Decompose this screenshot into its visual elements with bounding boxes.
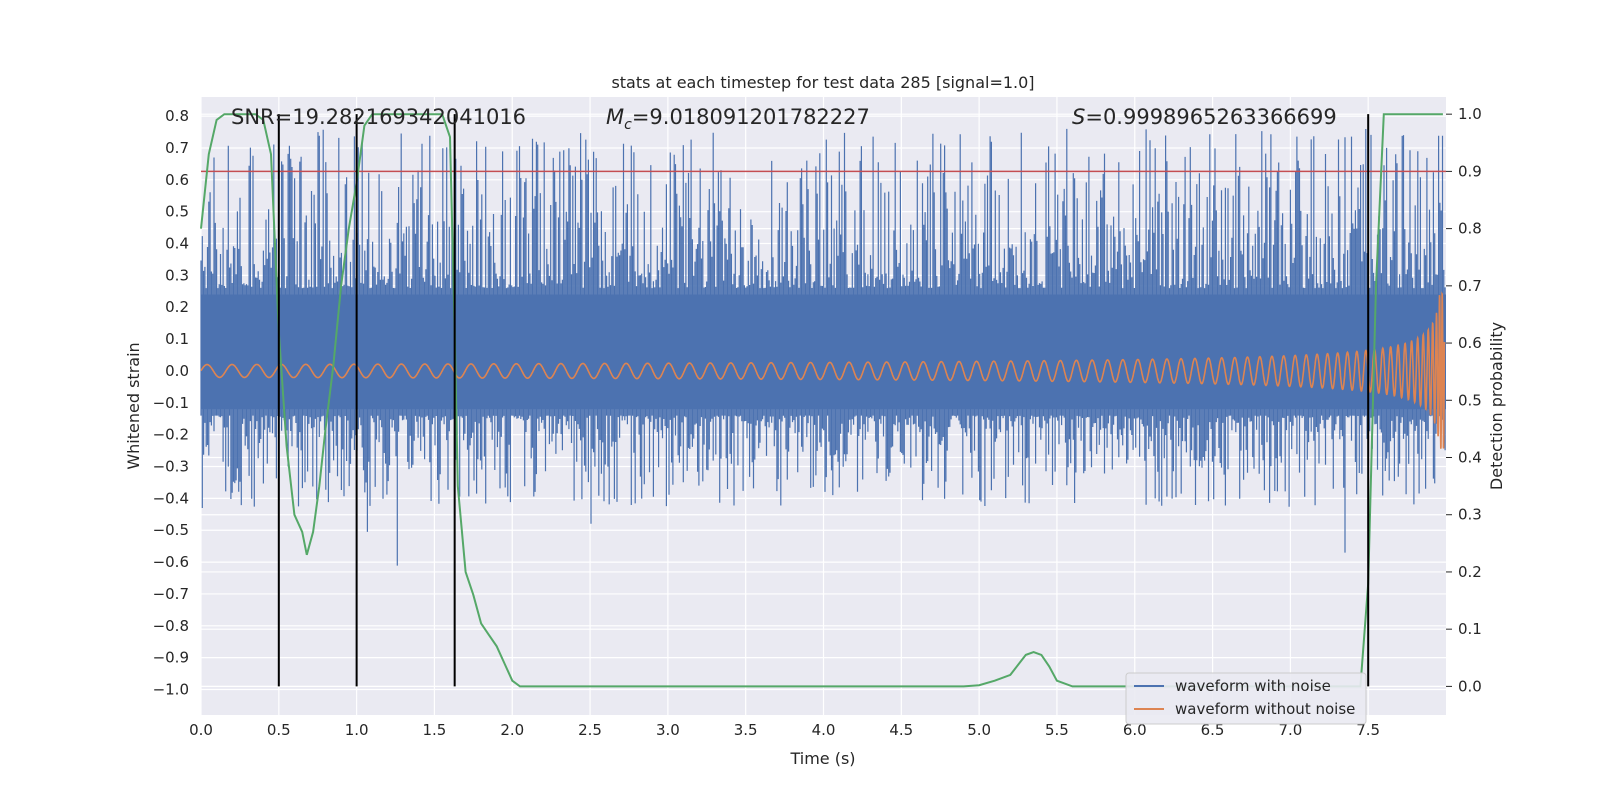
y-right-tick-label: 0.3 (1458, 506, 1482, 524)
x-tick-label: 4.0 (812, 721, 836, 739)
x-tick-label: 1.5 (423, 721, 447, 739)
y-left-tick-label: 0.0 (165, 362, 189, 380)
x-tick-label: 7.0 (1278, 721, 1302, 739)
detection-probability-line (200, 113, 1443, 688)
y-right-tick-label: 1.0 (1458, 105, 1482, 123)
y-left-tick-label: −0.5 (153, 521, 189, 539)
x-tick-label: 4.5 (889, 721, 913, 739)
x-tick-label: 5.0 (967, 721, 991, 739)
x-tick-label: 2.0 (500, 721, 524, 739)
y-right-tick-label: 0.0 (1458, 677, 1482, 695)
y-left-tick-label: 0.5 (165, 203, 189, 221)
score-annotation: S=0.9998965263366699 (1072, 105, 1337, 129)
y-left-tick-label: −0.4 (153, 489, 189, 507)
y-right-tick-label: 0.2 (1458, 563, 1482, 581)
legend: waveform with noise waveform without noi… (1125, 672, 1367, 725)
chirp-series-layer (200, 291, 1446, 449)
x-tick-label: 6.5 (1201, 721, 1225, 739)
x-tick-label: 2.5 (578, 721, 602, 739)
y-left-tick-label: −0.7 (153, 585, 189, 603)
y-right-tick-label: 0.6 (1458, 334, 1482, 352)
legend-box (1125, 672, 1367, 725)
y-left-tick-label: 0.6 (165, 171, 189, 189)
y-left-tick-label: −1.0 (153, 681, 189, 699)
y-right-tick-label: 0.9 (1458, 162, 1482, 180)
x-tick-label: 0.0 (189, 721, 213, 739)
x-tick-label: 5.5 (1045, 721, 1069, 739)
y-left-tick-label: −0.3 (153, 458, 189, 476)
noise-series-layer (200, 128, 1446, 566)
legend-label-clean: waveform without noise (1175, 700, 1355, 718)
y-axis-right-label: Detection probability (1487, 322, 1506, 490)
noise-series-spikes (200, 128, 1446, 566)
y-right-tick-label: 0.5 (1458, 391, 1482, 409)
y-left-tick-label: 0.7 (165, 139, 189, 157)
x-tick-label: 3.0 (656, 721, 680, 739)
y-right-tick-label: 0.4 (1458, 449, 1482, 467)
chart-title: stats at each timestep for test data 285… (611, 73, 1034, 92)
chirp-mass-symbol: M (606, 105, 624, 129)
y-left-tick-label: 0.4 (165, 235, 189, 253)
x-tick-label: 3.5 (734, 721, 758, 739)
y-axis-left-label: Whitened strain (124, 342, 143, 469)
chirp-series-line (200, 291, 1446, 449)
x-tick-label: 7.5 (1356, 721, 1380, 739)
y-left-tick-label: −0.1 (153, 394, 189, 412)
snr-annotation: SNR=19.282169342041016 (231, 105, 526, 129)
score-symbol: S (1072, 105, 1085, 129)
y-right-tick-label: 0.8 (1458, 220, 1482, 238)
probability-series-layer (200, 113, 1443, 688)
y-left-tick-label: 0.8 (165, 107, 189, 125)
x-axis-label: Time (s) (789, 749, 855, 768)
y-right-tick-label: 0.7 (1458, 277, 1482, 295)
y-left-tick-label: 0.1 (165, 330, 189, 348)
score-value: =0.9998965263366699 (1085, 105, 1336, 129)
x-tick-label: 0.5 (267, 721, 291, 739)
tick-layer: 0.0 0.5 1.0 1.5 2.0 2.5 3.0 3.5 4.0 4.5 5.0 5.5 6.0 6… (153, 105, 1482, 739)
y-left-tick-label: 0.3 (165, 266, 189, 284)
legend-label-noise: waveform with noise (1175, 677, 1331, 695)
y-left-tick-label: −0.6 (153, 553, 189, 571)
y-left-tick-label: −0.8 (153, 617, 189, 635)
y-left-tick-label: −0.9 (153, 649, 189, 667)
x-tick-label: 1.0 (345, 721, 369, 739)
vertical-marker-layer (277, 114, 1370, 687)
chirp-mass-annotation: Mc=9.018091201782227 (606, 105, 870, 133)
y-left-tick-label: −0.2 (153, 426, 189, 444)
y-left-tick-label: 0.2 (165, 298, 189, 316)
y-right-tick-label: 0.1 (1458, 620, 1482, 638)
x-tick-label: 6.0 (1123, 721, 1147, 739)
chirp-mass-subscript: c (624, 117, 632, 133)
chirp-mass-value: =9.018091201782227 (632, 105, 870, 129)
